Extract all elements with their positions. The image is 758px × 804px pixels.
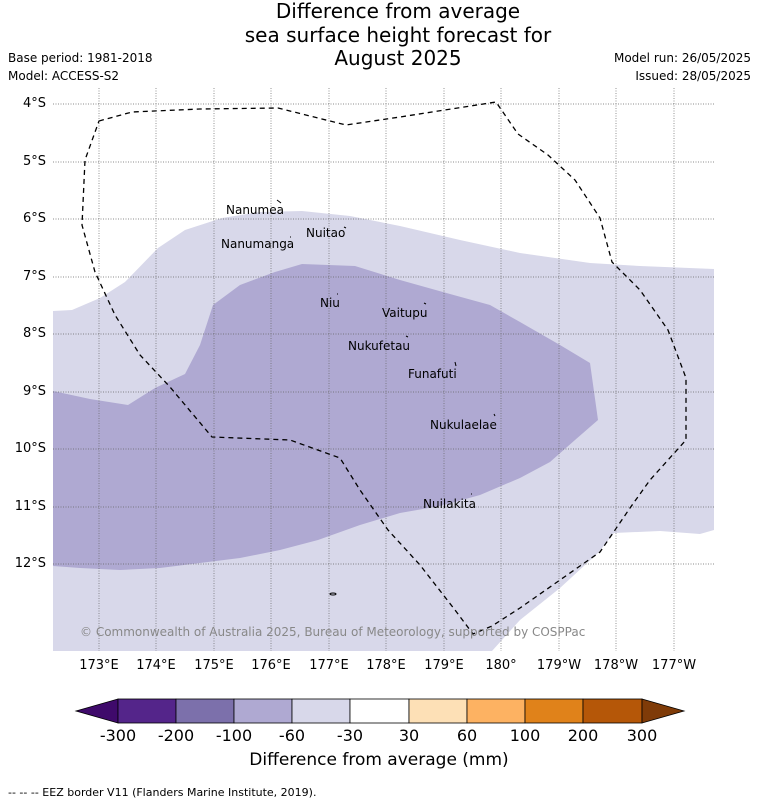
island-label-nanumea: Nanumea <box>226 203 284 217</box>
colorbar-tick-1: -300 <box>99 726 137 745</box>
colorbar-extend-high <box>641 698 686 724</box>
island-marker-nukulaelae <box>493 413 496 417</box>
island-label-niu: Niu <box>320 296 340 310</box>
island-label-nuilakita: Nuilakita <box>423 497 476 511</box>
island-label-vaitupu: Vaitupu <box>382 306 428 320</box>
colorbar-tick-9: 200 <box>567 726 599 745</box>
title-line-1: Difference from average <box>275 0 521 23</box>
colorbar <box>74 698 686 724</box>
colorbar-segment-8 <box>524 698 584 724</box>
lat-label-10s: 10°S <box>14 441 46 456</box>
island-marker-small-reef <box>329 592 337 596</box>
lon-label-180: 180° <box>485 658 517 673</box>
meta-right: Model run: 26/05/2025 Issued: 28/05/2025 <box>614 49 751 85</box>
anomaly-region-medium <box>53 264 598 570</box>
colorbar-segment-6 <box>408 698 468 724</box>
colorbar-segment-4 <box>291 698 351 724</box>
eez-footnote: -- -- -- EEZ border V11 (Flanders Marine… <box>8 786 317 799</box>
colorbar-tick-10: 300 <box>626 726 658 745</box>
base-period: Base period: 1981-2018 <box>8 51 153 65</box>
eez-border <box>81 101 687 635</box>
island-label-funafuti: Funafuti <box>408 367 457 381</box>
lat-label-5s: 5°S <box>22 154 46 169</box>
colorbar-tick-3: -100 <box>215 726 253 745</box>
lon-label-179w: 179°W <box>536 658 582 673</box>
model-run: Model run: 26/05/2025 <box>613 51 751 65</box>
lat-label-7s: 7°S <box>22 269 46 284</box>
lon-label-173e: 173°E <box>79 658 119 673</box>
colorbar-tick-8: 100 <box>509 726 541 745</box>
island-label-nukulaelae: Nukulaelae <box>430 418 497 432</box>
lon-label-179e: 179°E <box>424 658 464 673</box>
colorbar-extend-low <box>74 698 119 724</box>
island-marker-funafuti <box>454 361 457 367</box>
map-title: Difference from average sea surface heig… <box>150 0 646 71</box>
island-label-nukufetau: Nukufetau <box>348 339 411 353</box>
lon-label-177e: 177°E <box>309 658 349 673</box>
meta-left: Base period: 1981-2018 Model: ACCESS-S2 <box>8 49 153 85</box>
issued-date: Issued: 28/05/2025 <box>635 69 751 83</box>
colorbar-tick-2: -200 <box>157 726 195 745</box>
title-line-2: sea surface height forecast for <box>244 22 552 47</box>
colorbar-title: Difference from average (mm) <box>249 750 509 770</box>
copyright-text: © Commonwealth of Australia 2025, Bureau… <box>80 625 586 639</box>
island-marker-nuitao <box>343 226 347 229</box>
lat-label-9s: 9°S <box>22 384 46 399</box>
lat-grid <box>53 103 714 565</box>
colorbar-tick-6: 30 <box>398 726 420 745</box>
lon-label-174e: 174°E <box>136 658 176 673</box>
lon-label-175e: 175°E <box>194 658 234 673</box>
lon-label-176e: 176°E <box>251 658 291 673</box>
colorbar-segment-2 <box>175 698 235 724</box>
island-label-nanumanga: Nanumanga <box>221 237 295 251</box>
model-name: Model: ACCESS-S2 <box>8 69 120 83</box>
island-marker-nukufetau <box>405 335 409 338</box>
white-gap-region <box>650 540 714 651</box>
title-line-3: August 2025 <box>334 46 462 70</box>
lat-label-4s: 4°S <box>22 96 46 111</box>
colorbar-segment-9 <box>582 698 643 724</box>
lon-label-177w: 177°W <box>651 658 697 673</box>
island-marker-nanumea <box>276 199 282 204</box>
lat-label-6s: 6°S <box>22 211 46 226</box>
colorbar-tick-5: -30 <box>336 726 364 745</box>
lon-label-178e: 178°E <box>366 658 406 673</box>
colorbar-segment-3 <box>233 698 293 724</box>
colorbar-segment-7 <box>466 698 526 724</box>
lat-label-8s: 8°S <box>22 326 46 341</box>
colorbar-segment-5 <box>349 698 410 724</box>
lat-label-11s: 11°S <box>14 499 46 514</box>
island-markers <box>276 199 496 596</box>
colorbar-segment-1 <box>117 698 177 724</box>
colorbar-tick-4: -60 <box>278 726 306 745</box>
island-label-nuitao: Nuitao <box>306 226 346 240</box>
lat-label-12s: 12°S <box>14 556 46 571</box>
island-marker-vaitupu <box>423 302 427 305</box>
colorbar-tick-7: 60 <box>456 726 478 745</box>
lon-label-178w: 178°W <box>593 658 639 673</box>
